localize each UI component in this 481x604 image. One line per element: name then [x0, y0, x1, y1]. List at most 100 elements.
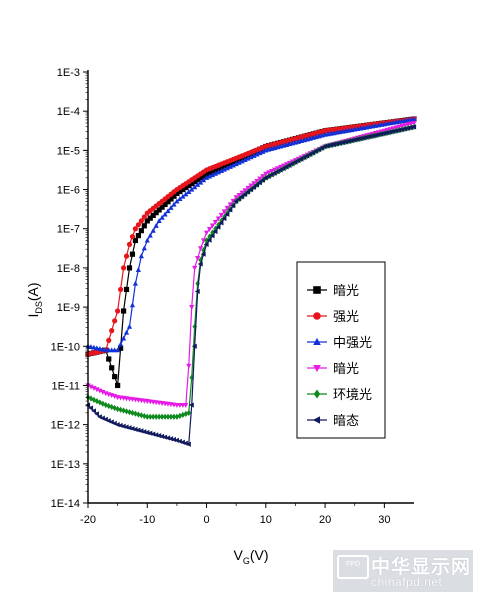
- series-point: [192, 179, 198, 185]
- y-tick-label: 1E-14: [51, 498, 80, 510]
- series-point: [138, 228, 144, 234]
- series-point: [150, 431, 156, 437]
- series-point: [200, 238, 207, 244]
- series-point: [114, 422, 120, 428]
- series-point: [100, 389, 106, 395]
- series-point: [129, 251, 136, 257]
- series-point: [165, 208, 171, 214]
- series-point: [135, 267, 141, 272]
- series-point: [224, 165, 230, 171]
- series-point: [408, 121, 414, 127]
- series-point: [94, 387, 100, 393]
- series-point: [221, 163, 227, 169]
- series-point: [123, 253, 130, 259]
- series-point: [94, 411, 99, 417]
- y-tick-label: 1E-11: [51, 380, 80, 392]
- series-point: [207, 233, 212, 240]
- series-point: [221, 166, 227, 172]
- watermark-badge: FPD: [337, 555, 369, 579]
- legend-label: 中强光: [333, 336, 372, 351]
- series-point: [257, 179, 262, 186]
- y-tick-label: 1E-13: [51, 459, 80, 471]
- series-point: [218, 220, 224, 226]
- series-point: [322, 143, 328, 150]
- series-point: [168, 436, 174, 442]
- x-tick-label: 20: [319, 514, 331, 526]
- series-point: [248, 154, 254, 160]
- series-point: [325, 143, 331, 149]
- series-point: [221, 215, 227, 222]
- series-point: [331, 141, 337, 148]
- series-point: [177, 412, 183, 419]
- series-point: [328, 142, 334, 148]
- series-point: [126, 425, 132, 431]
- legend-label: 暗光: [333, 362, 359, 377]
- series-point: [191, 343, 197, 349]
- series-point: [109, 365, 115, 371]
- series-point: [405, 125, 411, 131]
- series-point: [97, 399, 103, 406]
- series-point: [203, 171, 210, 177]
- series-point: [97, 388, 103, 394]
- legend-marker: [312, 416, 321, 424]
- series-point: [91, 385, 97, 391]
- series-point: [118, 406, 123, 413]
- series-point: [239, 158, 245, 164]
- series-point: [148, 413, 153, 420]
- series-point: [91, 396, 97, 403]
- series-point: [186, 363, 192, 369]
- series-point: [120, 265, 127, 271]
- series-point: [144, 429, 150, 436]
- series-point: [242, 191, 248, 197]
- series-point: [123, 424, 129, 430]
- series-point: [106, 402, 111, 410]
- series-point: [215, 169, 221, 175]
- series-point: [150, 212, 156, 219]
- series-point: [269, 169, 275, 174]
- series-point: [209, 223, 216, 229]
- x-tick-label: -10: [139, 514, 155, 526]
- series-point: [141, 214, 147, 220]
- series-point: [233, 195, 239, 201]
- series-point: [387, 129, 393, 135]
- series-point: [103, 401, 108, 409]
- series-point: [209, 233, 215, 239]
- legend-label: 暗光: [333, 284, 359, 299]
- series-point: [171, 193, 177, 199]
- series-point: [97, 346, 103, 351]
- series-point: [138, 218, 144, 224]
- series-point: [236, 196, 242, 202]
- y-tick-label: 1E-7: [57, 224, 80, 236]
- series-point: [192, 265, 198, 271]
- series-point: [212, 228, 218, 235]
- series-point: [162, 413, 168, 420]
- series-point: [334, 141, 340, 147]
- series-point: [132, 237, 139, 244]
- series-point: [212, 167, 219, 173]
- series-point: [130, 409, 135, 417]
- series-point: [402, 123, 408, 129]
- series-point: [174, 190, 180, 197]
- y-tick-label: 1E-12: [51, 420, 80, 432]
- series-point: [230, 162, 236, 168]
- series-point: [251, 181, 257, 187]
- watermark-title: 中华显示网: [371, 556, 472, 578]
- y-axis-label-unit: (A): [25, 282, 41, 301]
- series-point: [168, 196, 174, 202]
- series-point: [144, 218, 150, 224]
- series-point: [399, 126, 405, 133]
- series-point: [206, 227, 213, 232]
- y-axis-label: IDS(A): [25, 282, 44, 317]
- series-point: [159, 214, 165, 220]
- series-point: [248, 186, 254, 193]
- series-point: [236, 192, 242, 198]
- legend-label: 强光: [333, 310, 359, 325]
- series-point: [100, 400, 106, 407]
- series-point: [138, 253, 144, 259]
- series-point: [156, 207, 162, 213]
- series-point: [224, 211, 230, 217]
- series-point: [135, 232, 141, 239]
- series-point: [129, 302, 136, 308]
